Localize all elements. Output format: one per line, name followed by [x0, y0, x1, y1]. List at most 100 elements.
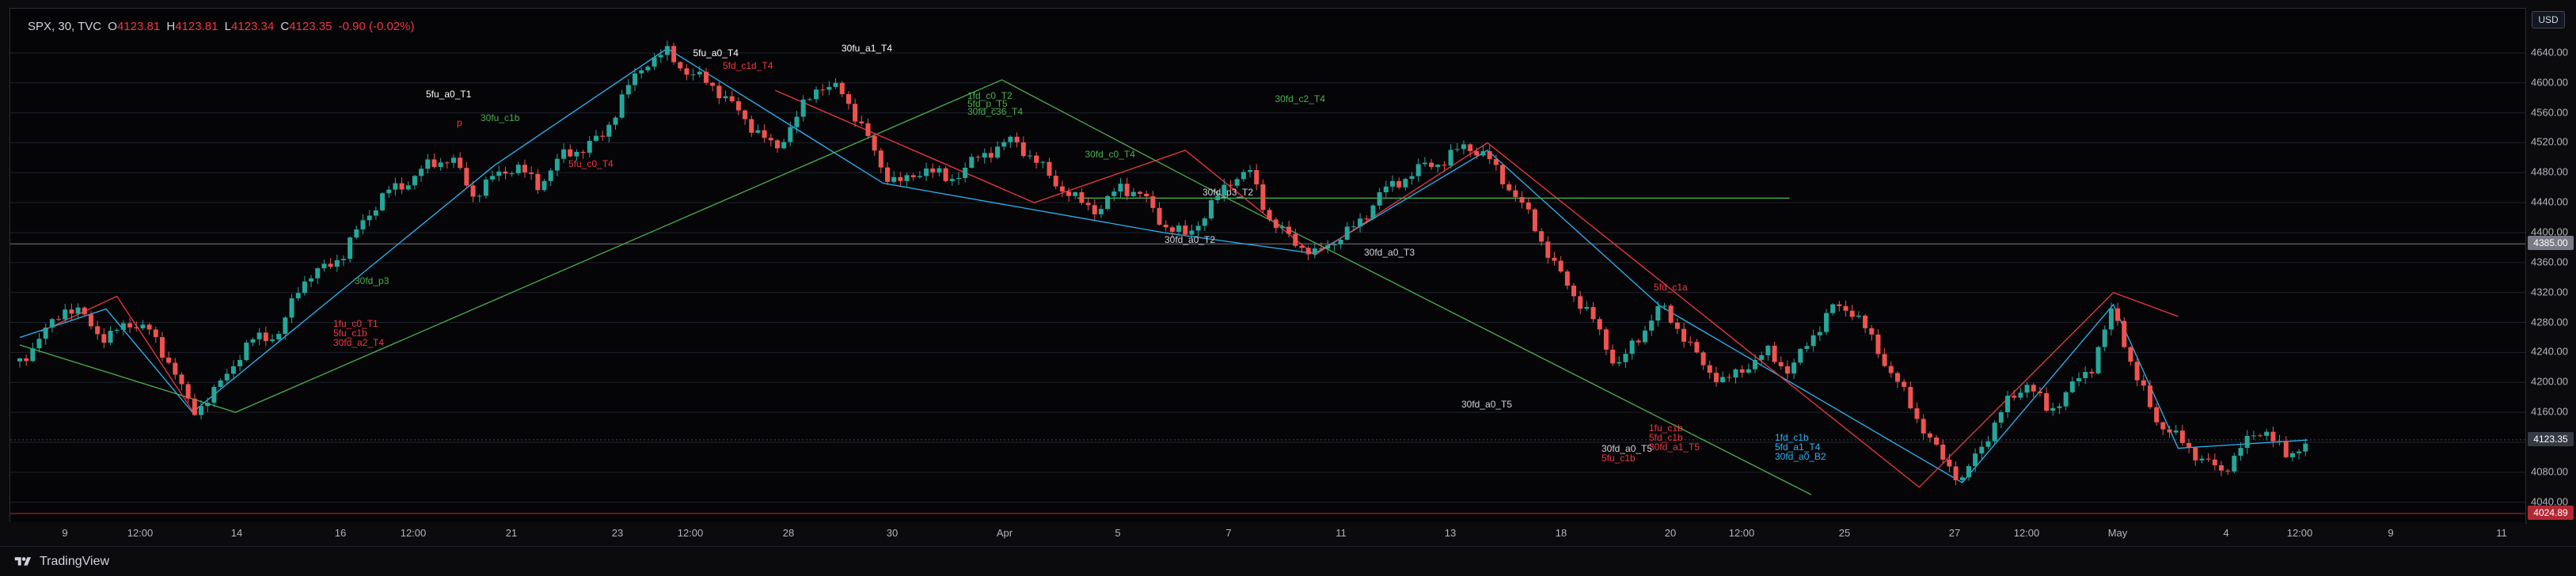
high-label: H	[166, 20, 176, 33]
trend-line-red	[774, 89, 2179, 488]
candle-body	[768, 138, 773, 141]
candle-body	[548, 170, 553, 181]
candle-body	[289, 298, 294, 318]
annotation-label: 5fu_c1b	[333, 328, 367, 339]
candle-body	[898, 176, 903, 181]
candle-body	[633, 73, 638, 85]
candle-body	[891, 176, 897, 182]
open-label: O	[108, 20, 117, 33]
candle-body	[664, 46, 670, 55]
candle-body	[2270, 431, 2276, 441]
currency-button[interactable]: USD	[2532, 11, 2565, 28]
candle-body	[2187, 443, 2192, 448]
candle-body	[1105, 195, 1111, 210]
candle-body	[470, 185, 476, 197]
candle-body	[1163, 224, 1168, 228]
candle-body	[1493, 159, 1499, 165]
candle-body	[613, 117, 618, 125]
annotation-label: 5fu_a0_T1	[426, 89, 472, 100]
annotation-label: 1fd_c1b	[1775, 432, 1809, 443]
candle-body	[943, 168, 948, 181]
candle-body	[1662, 305, 1667, 307]
candle-body	[1843, 305, 1848, 311]
candle-body	[1617, 362, 1622, 364]
candle-body	[1208, 200, 1214, 219]
candle-body	[1940, 444, 1946, 460]
candle-body	[1254, 169, 1260, 185]
time-tick-label: 20	[1664, 527, 1677, 539]
candle-body	[814, 89, 819, 100]
candle-body	[652, 57, 657, 67]
time-tick-label: 12:00	[2013, 527, 2040, 539]
candle-body	[1027, 155, 1032, 157]
candle-body	[1908, 387, 1913, 409]
candle-body	[302, 281, 307, 294]
brand-name: TradingView	[40, 555, 110, 568]
candle-body	[309, 278, 314, 282]
time-tick-label: 25	[1838, 527, 1851, 539]
candle-body	[179, 374, 184, 385]
candle-body	[2218, 465, 2224, 471]
candle-body	[2122, 320, 2127, 347]
price-axis[interactable]: 4640.00 4600.00 4560.00 4520.00 4480.00 4440.…	[2525, 8, 2576, 522]
candle-body	[2095, 347, 2101, 373]
candle-body	[166, 357, 172, 363]
time-tick-label: 14	[230, 527, 243, 539]
candle-body	[1500, 165, 1506, 184]
candle-body	[2258, 435, 2263, 437]
candle-body	[690, 74, 696, 76]
trend-line-green	[19, 79, 1812, 495]
candle-body	[56, 319, 62, 320]
candle-body	[153, 329, 158, 338]
candle-body	[1124, 184, 1130, 196]
candle-body	[1934, 437, 1940, 445]
chart-svg[interactable]: 5fu_a0_T130fu_c1bp5fu_c0_T45fu_a0_T45fd_…	[10, 9, 2526, 523]
candle-body	[1558, 260, 1563, 272]
candle-body	[360, 220, 366, 229]
annotation-label: 5fd_c1b	[1649, 432, 1683, 443]
candle-body	[185, 384, 191, 399]
candle-body	[120, 323, 126, 330]
candle-body	[1552, 257, 1557, 261]
candle-body	[276, 334, 282, 340]
tradingview-logo-icon	[14, 557, 31, 566]
candle-body	[425, 159, 431, 169]
candle-body	[419, 169, 424, 176]
candle-body	[1299, 245, 1305, 248]
candle-body	[2050, 407, 2056, 411]
candle-body	[1810, 335, 1816, 347]
candle-body	[2179, 430, 2185, 444]
candle-body	[2128, 347, 2133, 362]
price-tick-label: 4600.00	[2531, 76, 2568, 89]
tradingview-logo[interactable]: TradingView	[13, 555, 109, 569]
zigzag-line-red	[40, 295, 193, 411]
symbol-legend[interactable]: SPX, 30, TVC O4123.81 H4123.81 L4123.34 …	[28, 20, 417, 33]
candle-body	[781, 142, 787, 149]
price-tick-label: 4320.00	[2531, 286, 2568, 298]
time-tick-label: 9	[2388, 527, 2394, 539]
time-tick-label: 12:00	[127, 527, 154, 539]
candle-body	[412, 176, 417, 186]
candle-body	[937, 168, 942, 172]
candle-body	[230, 366, 236, 374]
candle-body	[2297, 451, 2302, 453]
annotation-label: 30fd_a1_T5	[1649, 441, 1700, 453]
candle-body	[1338, 240, 1343, 244]
annotation-label: 5fd_c1a	[1654, 282, 1688, 293]
candle-body	[716, 85, 722, 99]
candle-body	[1655, 306, 1661, 321]
chart-plot-area[interactable]: 5fu_a0_T1 30fu_c1b p 5fu_c0_T4 5fu_a0_T4 5fd_…	[9, 8, 2527, 524]
candle-body	[1241, 172, 1246, 180]
candle-body	[108, 331, 113, 343]
time-tick-label: 30	[886, 527, 899, 539]
candle-body	[1377, 191, 1382, 206]
candle-body	[878, 150, 883, 168]
candle-body	[328, 263, 333, 267]
symbol-title[interactable]: SPX, 30, TVC	[28, 20, 102, 33]
candle-body	[458, 157, 463, 169]
candle-body	[2212, 459, 2217, 466]
candle-body	[826, 86, 832, 90]
time-axis[interactable]: 9 12:00 14 16 12:00 21 23 12:00 28 30 Apr 5 7 11 13 18 2…	[9, 522, 2525, 544]
time-tick-label: 9	[62, 527, 68, 539]
price-tag: 4123.35	[2528, 431, 2574, 446]
